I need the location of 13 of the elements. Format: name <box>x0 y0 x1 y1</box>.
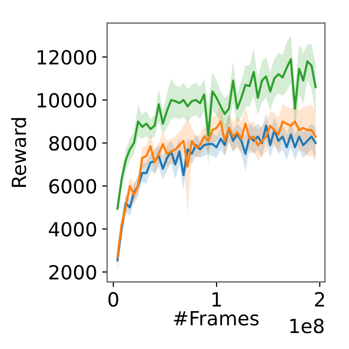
x-tick-label: 0 <box>108 292 118 307</box>
text: 1e8 <box>290 318 324 334</box>
y-tick-label: 4000 <box>48 222 96 237</box>
y-tick-label: 12000 <box>38 50 96 65</box>
x-tick-label: 2 <box>315 292 324 306</box>
y-tick-label: 10000 <box>38 92 96 108</box>
line-series <box>116 58 317 210</box>
y-axis-title: Reward <box>11 118 26 187</box>
y-tick-label: 8000 <box>49 136 96 151</box>
y-tick-label: 2000 <box>49 264 96 280</box>
y-tick-label: 6000 <box>49 178 96 194</box>
x-tick-label: 1 <box>212 292 221 306</box>
x-axis-title: #Frames <box>174 311 259 326</box>
